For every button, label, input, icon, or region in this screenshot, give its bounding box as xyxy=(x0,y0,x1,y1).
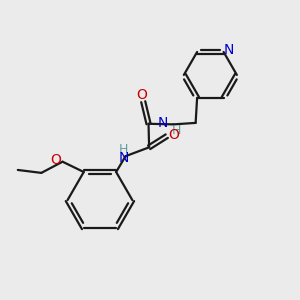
Text: H: H xyxy=(172,124,181,137)
Text: O: O xyxy=(136,88,147,102)
Text: N: N xyxy=(224,44,234,58)
Text: N: N xyxy=(158,116,168,130)
Text: N: N xyxy=(119,151,129,165)
Text: O: O xyxy=(169,128,180,142)
Text: O: O xyxy=(51,153,62,167)
Text: H: H xyxy=(118,143,128,156)
